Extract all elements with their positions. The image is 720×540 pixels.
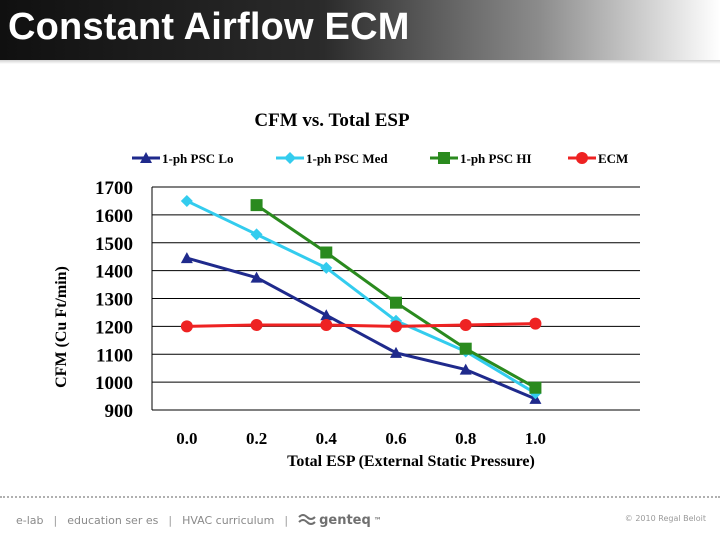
footer-item-elab: e-lab bbox=[16, 513, 44, 527]
header-shadow bbox=[0, 60, 720, 64]
data-point-1-ph-psc-hi bbox=[320, 246, 333, 259]
data-point-1-ph-psc-med bbox=[320, 261, 333, 274]
y-tick-label: 1000 bbox=[95, 373, 133, 394]
slide-title: Constant Airflow ECM bbox=[8, 6, 410, 48]
chart-title: CFM vs. Total ESP bbox=[254, 110, 410, 131]
y-tick-label: 1400 bbox=[95, 262, 133, 283]
legend-item-1-ph-psc-lo: 1-ph PSC Lo bbox=[132, 151, 234, 166]
legend-label: 1-ph PSC HI bbox=[460, 151, 532, 166]
slide-header-bar bbox=[0, 0, 720, 60]
footer-bar: e-lab | education ser es | HVAC curricul… bbox=[16, 510, 382, 530]
footer-item-hvac: HVAC curriculum bbox=[182, 513, 275, 527]
brand-logo: genteq ™ bbox=[298, 513, 382, 528]
data-point-1-ph-psc-hi bbox=[529, 381, 542, 394]
legend-label: 1-ph PSC Med bbox=[306, 151, 388, 166]
data-point-ecm bbox=[320, 318, 333, 331]
data-point-1-ph-psc-med bbox=[180, 194, 193, 207]
series-line-1-ph-psc-med bbox=[186, 199, 537, 395]
legend-swatch-marker bbox=[576, 152, 588, 164]
series-1-ph-psc-lo bbox=[180, 252, 542, 404]
series-1-ph-psc-med bbox=[180, 194, 542, 400]
footer-divider bbox=[0, 496, 720, 498]
x-tick-label: 0.0 bbox=[176, 429, 197, 448]
legend-item-1-ph-psc-med: 1-ph PSC Med bbox=[276, 151, 388, 166]
x-tick-label: 0.2 bbox=[246, 429, 267, 448]
data-point-1-ph-psc-lo bbox=[250, 271, 263, 283]
series-line-ecm bbox=[186, 322, 536, 328]
y-tick-label: 1700 bbox=[95, 178, 133, 199]
data-point-ecm bbox=[459, 318, 472, 331]
legend-item-1-ph-psc-hi: 1-ph PSC HI bbox=[430, 151, 532, 166]
legend-swatch-marker bbox=[140, 152, 152, 163]
y-tick-label: 1100 bbox=[96, 345, 133, 366]
footer-separator: | bbox=[168, 513, 173, 527]
copyright-text: © 2010 Regal Beloit bbox=[624, 514, 706, 523]
footer-separator: | bbox=[284, 513, 289, 527]
data-point-ecm bbox=[180, 320, 193, 333]
series-ecm bbox=[180, 317, 542, 333]
data-point-1-ph-psc-lo bbox=[180, 252, 193, 264]
footer-item-education: education ser es bbox=[67, 513, 159, 527]
data-point-1-ph-psc-lo bbox=[320, 309, 333, 321]
data-point-1-ph-psc-med bbox=[250, 228, 263, 241]
data-point-1-ph-psc-hi bbox=[390, 296, 402, 309]
data-point-1-ph-psc-lo bbox=[390, 346, 402, 358]
brand-trademark: ™ bbox=[373, 515, 382, 525]
y-tick-label: 900 bbox=[105, 401, 134, 422]
x-tick-label: 1.0 bbox=[525, 429, 546, 448]
series-line-1-ph-psc-lo bbox=[186, 256, 537, 401]
y-tick-label: 1500 bbox=[95, 234, 133, 255]
x-tick-label: 0.6 bbox=[385, 429, 406, 448]
x-tick-label: 0.4 bbox=[316, 429, 338, 448]
data-point-ecm bbox=[529, 317, 542, 330]
y-tick-label: 1200 bbox=[95, 317, 133, 338]
legend-swatch-marker bbox=[438, 152, 450, 164]
x-axis-title: Total ESP (External Static Pressure) bbox=[287, 453, 535, 470]
legend-swatch-marker bbox=[284, 152, 296, 164]
data-point-ecm bbox=[250, 318, 263, 331]
y-tick-label: 1300 bbox=[95, 290, 133, 311]
legend-item-ecm: ECM bbox=[568, 151, 628, 166]
data-point-1-ph-psc-lo bbox=[459, 363, 472, 375]
legend-label: ECM bbox=[598, 151, 628, 166]
brand-name: genteq bbox=[319, 512, 371, 528]
y-tick-label: 1600 bbox=[95, 206, 133, 227]
series-line-1-ph-psc-hi bbox=[255, 203, 537, 390]
series-1-ph-psc-hi bbox=[250, 199, 542, 394]
wave-logo-icon bbox=[298, 514, 316, 525]
legend-label: 1-ph PSC Lo bbox=[162, 151, 234, 166]
x-tick-label: 0.8 bbox=[455, 429, 476, 448]
data-point-1-ph-psc-hi bbox=[250, 199, 263, 212]
footer-separator: | bbox=[53, 513, 58, 527]
y-axis-title: CFM (Cu Ft/min) bbox=[53, 266, 70, 388]
data-point-ecm bbox=[390, 320, 402, 333]
data-point-1-ph-psc-hi bbox=[459, 342, 472, 355]
